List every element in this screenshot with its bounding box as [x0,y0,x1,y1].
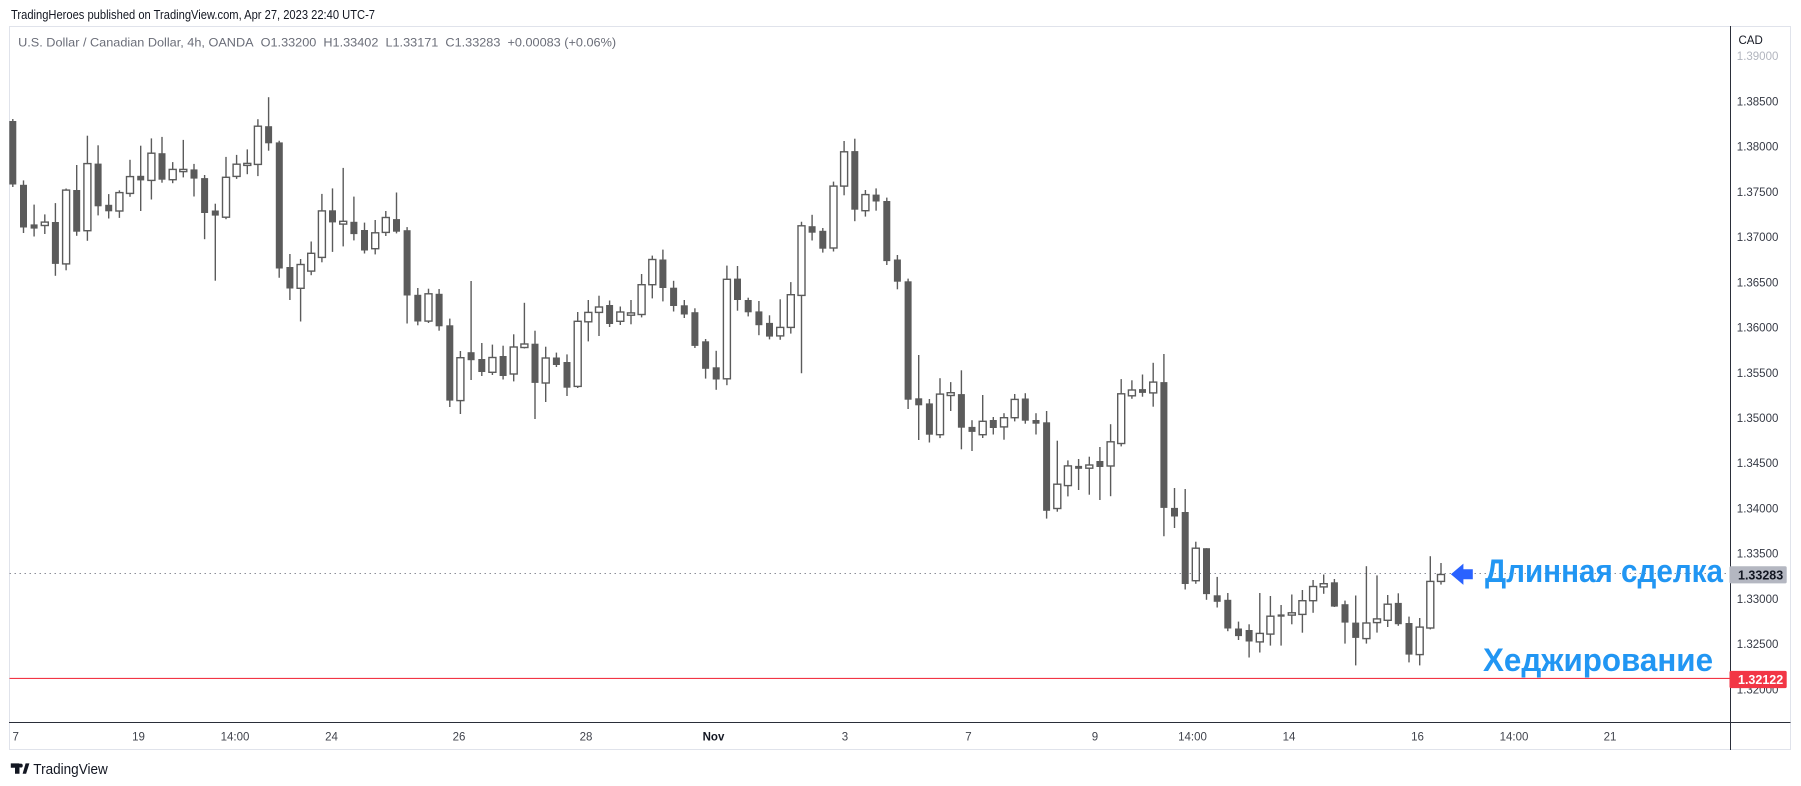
svg-text:14:00: 14:00 [221,732,250,744]
svg-text:1.32122: 1.32122 [1738,673,1783,687]
svg-text:1.35000: 1.35000 [1737,413,1779,425]
svg-text:7: 7 [965,732,971,744]
svg-text:1.38000: 1.38000 [1737,142,1779,154]
svg-text:16: 16 [1411,732,1424,744]
svg-text:1.39000: 1.39000 [1737,51,1779,63]
svg-text:21: 21 [1604,732,1617,744]
svg-text:1.33283: 1.33283 [1738,568,1783,582]
svg-text:28: 28 [580,732,593,744]
svg-text:7: 7 [13,732,19,744]
svg-text:14: 14 [1283,732,1296,744]
svg-text:1.38500: 1.38500 [1737,96,1779,108]
svg-text:Длинная сделка: Длинная сделка [1485,553,1723,589]
svg-text:1.33500: 1.33500 [1737,549,1779,561]
svg-text:14:00: 14:00 [1178,732,1207,744]
svg-text:1.34000: 1.34000 [1737,504,1779,516]
svg-text:Nov: Nov [703,732,725,744]
svg-text:1.37500: 1.37500 [1737,187,1779,199]
svg-text:1.36000: 1.36000 [1737,323,1779,335]
svg-text:3: 3 [842,732,848,744]
svg-text:U.S. Dollar / Canadian Dollar,: U.S. Dollar / Canadian Dollar, 4h, OANDA… [18,35,616,49]
svg-text:1.37000: 1.37000 [1737,232,1779,244]
svg-text:1.33000: 1.33000 [1737,594,1779,606]
svg-text:Хеджирование: Хеджирование [1483,642,1713,678]
svg-text:1.35500: 1.35500 [1737,368,1779,380]
svg-text:1.32500: 1.32500 [1737,639,1779,651]
svg-text:TradingHeroes published on Tra: TradingHeroes published on TradingView.c… [11,8,375,22]
svg-text:TradingView: TradingView [33,762,108,778]
svg-text:CAD: CAD [1739,35,1763,47]
svg-text:1.34500: 1.34500 [1737,458,1779,470]
svg-text:19: 19 [132,732,145,744]
svg-text:1.36500: 1.36500 [1737,277,1779,289]
svg-text:9: 9 [1092,732,1098,744]
svg-text:24: 24 [325,732,338,744]
svg-text:26: 26 [453,732,466,744]
svg-text:14:00: 14:00 [1500,732,1529,744]
